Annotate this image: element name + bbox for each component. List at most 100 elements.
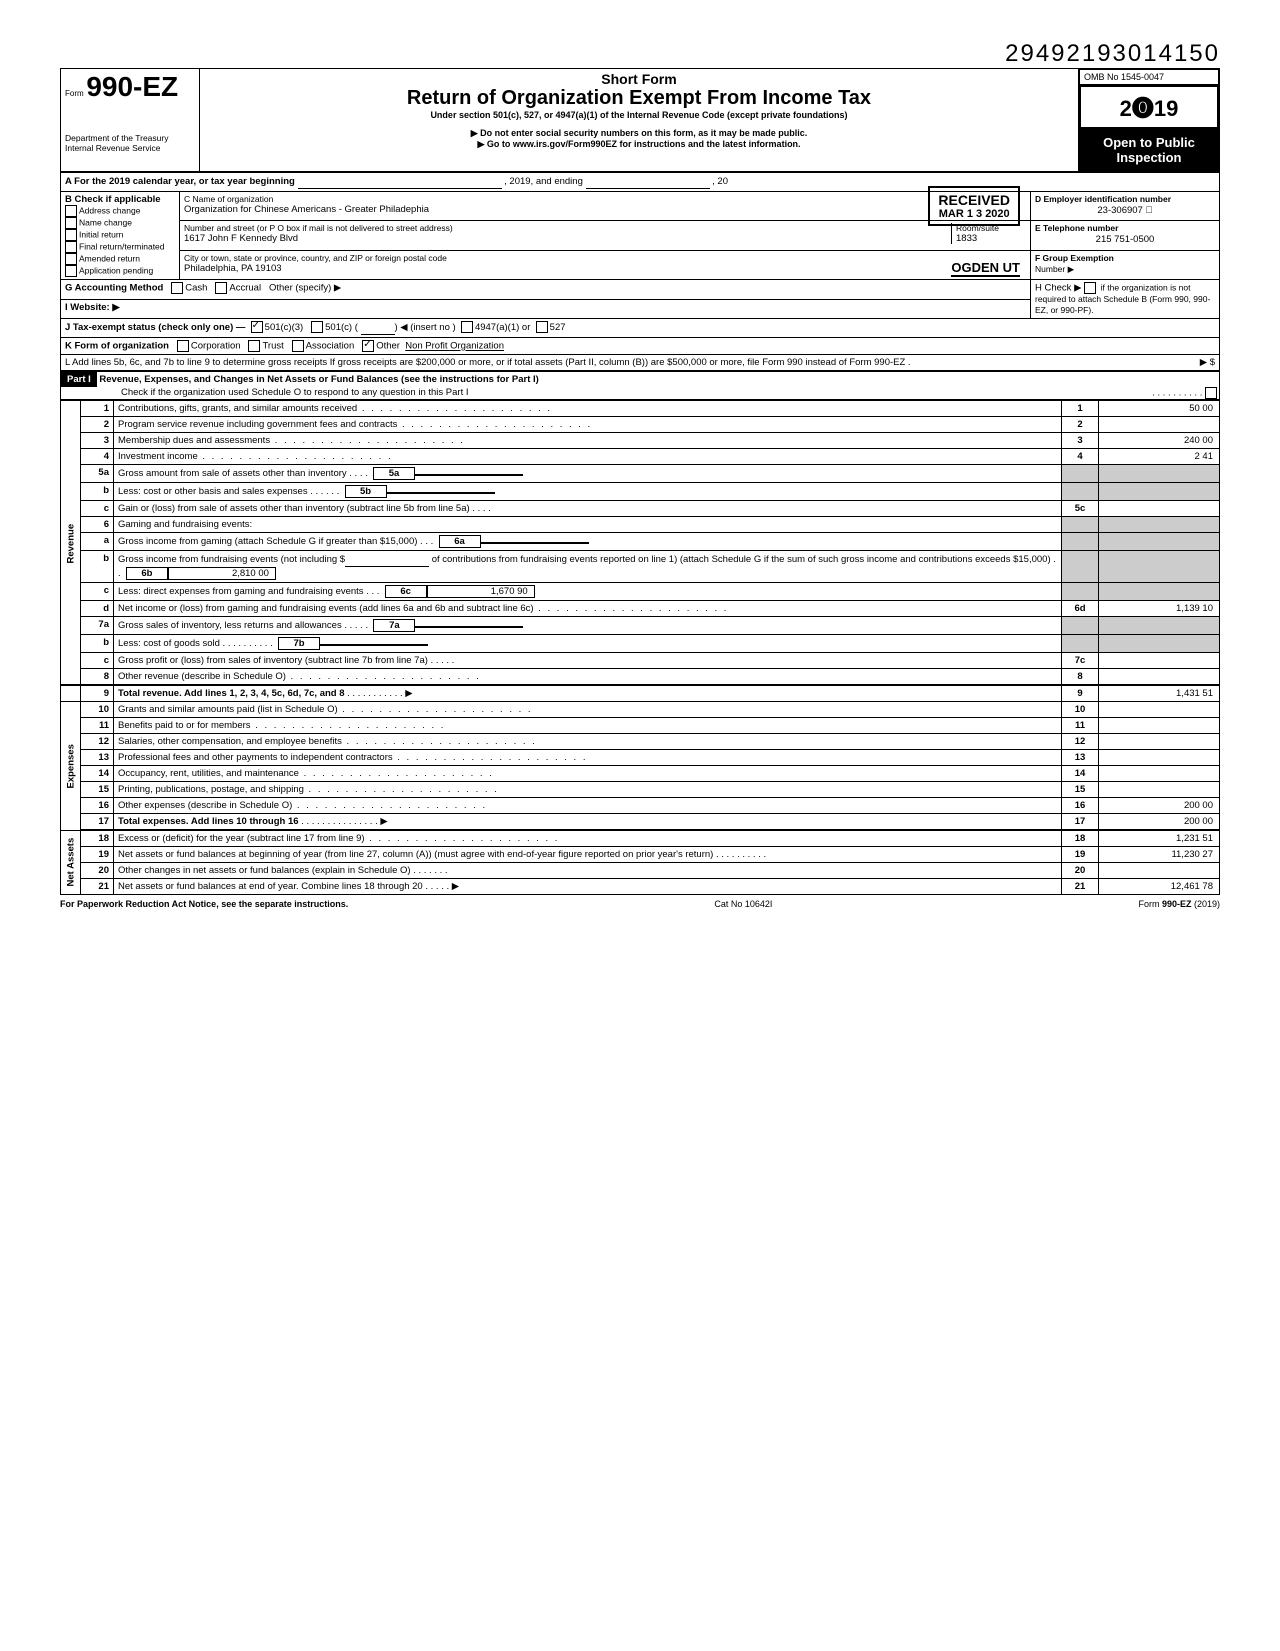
line6-text: Gaming and fundraising events: (114, 517, 1062, 533)
opt-4947: 4947(a)(1) or (475, 322, 530, 333)
title-sub: Under section 501(c), 527, or 4947(a)(1)… (204, 110, 1074, 120)
line3-amt: 240 00 (1099, 433, 1220, 449)
d-label: D Employer identification number (1035, 194, 1171, 204)
line7a-text: Gross sales of inventory, less returns a… (118, 620, 342, 631)
opt-name-change: Name change (79, 218, 132, 228)
line-a-label: A For the 2019 calendar year, or tax yea… (65, 176, 295, 187)
line6c-text: Less: direct expenses from gaming and fu… (118, 586, 364, 597)
line6b-num: 6b (126, 567, 168, 580)
opt-insert: ) ◀ (insert no ) (395, 322, 456, 333)
line11-text: Benefits paid to or for members (118, 720, 251, 731)
line6b-amt: 2,810 00 (168, 567, 276, 580)
line5b-num: 5b (345, 485, 387, 498)
telephone: 215 751-0500 (1035, 234, 1215, 245)
check-assoc[interactable] (292, 340, 304, 352)
check-app-pending[interactable] (65, 265, 77, 277)
tax-year-end-input[interactable] (586, 175, 710, 189)
city-label: City or town, state or province, country… (184, 253, 1026, 263)
line6b-pre: Gross income from fundraising events (no… (118, 554, 345, 565)
line6b-mid: of contributions from fundraising events… (432, 554, 1051, 565)
line17-arrow: ▶ (380, 816, 387, 827)
side-net-assets: Net Assets (61, 830, 81, 895)
city-state-zip: Philadelphia, PA 19103 (184, 263, 1026, 274)
line15-text: Printing, publications, postage, and shi… (118, 784, 304, 795)
line20-text: Other changes in net assets or fund bala… (118, 865, 411, 876)
check-accrual[interactable] (215, 282, 227, 294)
line3-num: 3 (1062, 433, 1099, 449)
check-final-return[interactable] (65, 241, 77, 253)
check-name-change[interactable] (65, 217, 77, 229)
check-address-change[interactable] (65, 205, 77, 217)
line4-amt: 2 41 (1099, 449, 1220, 465)
check-527[interactable] (536, 321, 548, 333)
title-note2: ▶ Go to www.irs.gov/Form990EZ for instru… (204, 139, 1074, 150)
line7c-num: 7c (1062, 653, 1099, 669)
line9-num: 9 (1062, 685, 1099, 702)
check-amended[interactable] (65, 253, 77, 265)
line7a-num: 7a (373, 619, 415, 632)
line7b-num: 7b (278, 637, 320, 650)
line14-num: 14 (1062, 766, 1099, 782)
c-name-label: C Name of organization (184, 194, 1026, 204)
check-trust[interactable] (248, 340, 260, 352)
line6d-amt: 1,139 10 (1099, 601, 1220, 617)
f-label2: Number ▶ (1035, 264, 1074, 274)
check-501c[interactable] (311, 321, 323, 333)
check-501c3[interactable] (251, 321, 263, 333)
501c-insert-input[interactable] (361, 321, 395, 335)
line15-amt (1099, 782, 1220, 798)
check-4947[interactable] (461, 321, 473, 333)
tax-year-begin-input[interactable] (298, 175, 502, 189)
received-stamp: RECEIVED MAR 1 3 2020 (928, 186, 1020, 226)
line5c-text: Gain or (loss) from sale of assets other… (118, 503, 470, 514)
title-note1: ▶ Do not enter social security numbers o… (204, 128, 1074, 139)
org-name: Organization for Chinese Americans - Gre… (184, 204, 1026, 215)
j-label: J Tax-exempt status (check only one) — (65, 322, 245, 333)
line9-arrow: ▶ (405, 688, 412, 699)
check-other-org[interactable] (362, 340, 374, 352)
line2-num: 2 (1062, 417, 1099, 433)
line2-amt (1099, 417, 1220, 433)
opt-address-change: Address change (79, 206, 140, 216)
line16-text: Other expenses (describe in Schedule O) (118, 800, 292, 811)
line2-text: Program service revenue including govern… (118, 419, 397, 430)
line13-amt (1099, 750, 1220, 766)
opt-501c: 501(c) ( (325, 322, 358, 333)
line17-num: 17 (1062, 814, 1099, 831)
line21-num: 21 (1062, 879, 1099, 895)
line18-text: Excess or (deficit) for the year (subtra… (118, 833, 365, 844)
ogden-stamp: OGDEN UT (951, 260, 1020, 277)
line5c-num: 5c (1062, 501, 1099, 517)
check-initial-return[interactable] (65, 229, 77, 241)
opt-amended: Amended return (79, 254, 140, 264)
check-schedule-o[interactable] (1205, 387, 1217, 399)
footer-mid: Cat No 10642I (714, 899, 772, 909)
form-number: 990-EZ (86, 71, 178, 102)
line17-amt: 200 00 (1099, 814, 1220, 831)
line5b-amt (387, 492, 495, 494)
line11-num: 11 (1062, 718, 1099, 734)
line6c-num: 6c (385, 585, 427, 598)
omb-number: OMB No 1545-0047 (1079, 69, 1219, 85)
check-corp[interactable] (177, 340, 189, 352)
part1-label: Part I (61, 372, 97, 387)
line6b-contrib-input[interactable] (345, 553, 429, 567)
opt-trust: Trust (262, 341, 283, 352)
opt-other-org: Other (376, 341, 400, 352)
line19-text: Net assets or fund balances at beginning… (118, 849, 713, 860)
l-text: L Add lines 5b, 6c, and 7b to line 9 to … (65, 357, 911, 368)
line18-amt: 1,231 51 (1099, 830, 1220, 847)
line14-amt (1099, 766, 1220, 782)
line19-num: 19 (1062, 847, 1099, 863)
line13-text: Professional fees and other payments to … (118, 752, 393, 763)
open-public: Open to PublicInspection (1079, 129, 1219, 171)
line4-num: 4 (1062, 449, 1099, 465)
line8-num: 8 (1062, 669, 1099, 686)
b-label: B Check if applicable (65, 194, 161, 205)
line5c-amt (1099, 501, 1220, 517)
line6d-text: Net income or (loss) from gaming and fun… (118, 603, 534, 614)
opt-final-return: Final return/terminated (79, 242, 165, 252)
check-cash[interactable] (171, 282, 183, 294)
line16-amt: 200 00 (1099, 798, 1220, 814)
check-schedule-b[interactable] (1084, 282, 1096, 294)
